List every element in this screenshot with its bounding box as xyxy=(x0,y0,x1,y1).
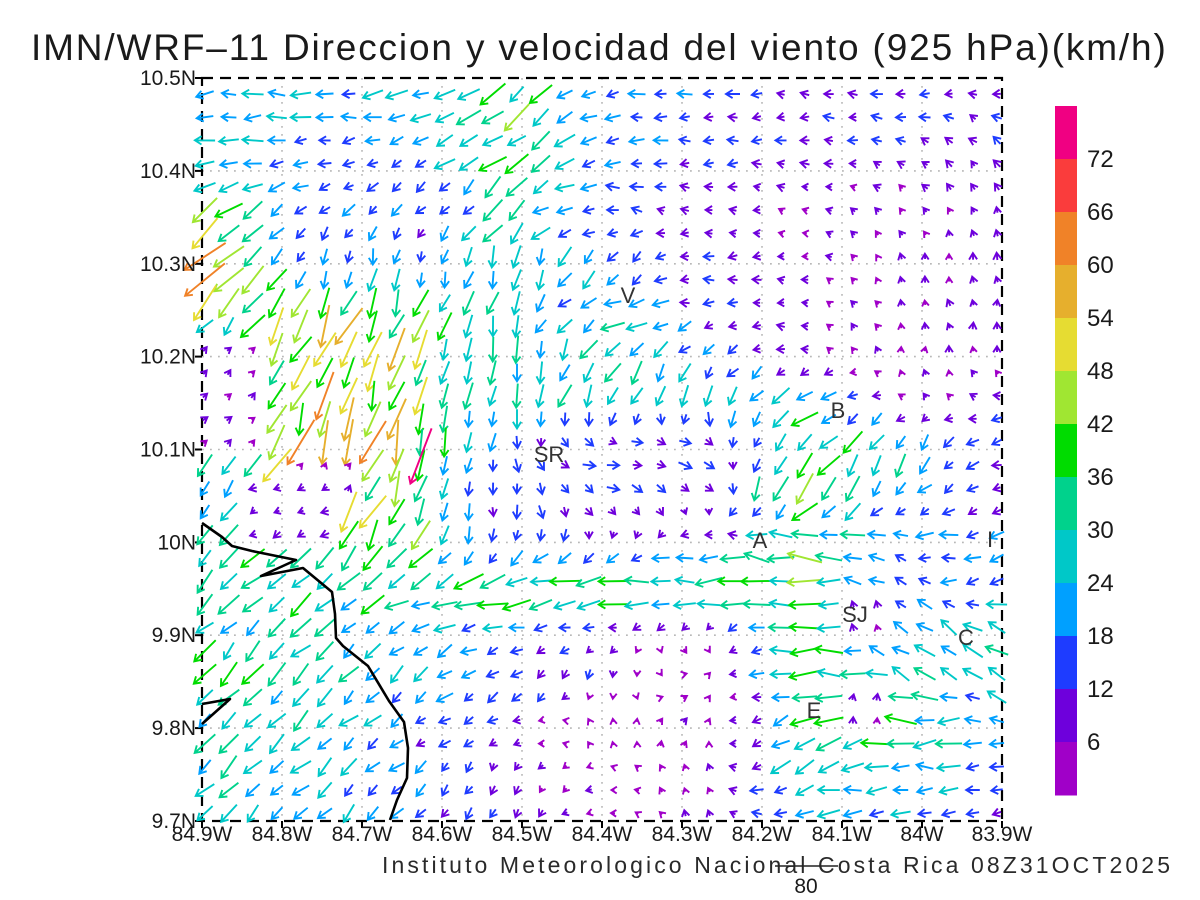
svg-text:84.7W: 84.7W xyxy=(332,823,393,846)
svg-text:E: E xyxy=(807,698,822,723)
svg-text:84W: 84W xyxy=(900,823,943,846)
svg-text:10.1N: 10.1N xyxy=(140,439,196,462)
svg-text:42: 42 xyxy=(1087,411,1114,438)
svg-text:10.4N: 10.4N xyxy=(140,160,196,183)
svg-text:10.2N: 10.2N xyxy=(140,346,196,369)
svg-text:66: 66 xyxy=(1087,199,1114,226)
svg-text:80: 80 xyxy=(794,875,817,898)
svg-text:72: 72 xyxy=(1087,146,1114,173)
svg-text:54: 54 xyxy=(1087,305,1114,332)
svg-text:IMN/WRF–11 Direccion y velocid: IMN/WRF–11 Direccion y velocidad del vie… xyxy=(31,27,1168,68)
svg-text:48: 48 xyxy=(1087,358,1114,385)
svg-text:B: B xyxy=(831,398,846,423)
svg-text:C: C xyxy=(958,625,974,650)
svg-text:30: 30 xyxy=(1087,517,1114,544)
svg-text:84.6W: 84.6W xyxy=(412,823,473,846)
svg-text:9.9N: 9.9N xyxy=(152,624,196,647)
svg-text:84.9W: 84.9W xyxy=(172,823,233,846)
svg-text:12: 12 xyxy=(1087,676,1114,703)
svg-text:SR: SR xyxy=(534,442,565,467)
svg-text:SJ: SJ xyxy=(842,602,868,627)
svg-text:84.1W: 84.1W xyxy=(812,823,873,846)
svg-text:84.8W: 84.8W xyxy=(252,823,313,846)
svg-text:I: I xyxy=(987,527,993,552)
svg-text:24: 24 xyxy=(1087,570,1114,597)
svg-text:84.4W: 84.4W xyxy=(572,823,633,846)
svg-text:6: 6 xyxy=(1087,729,1100,756)
svg-text:10.5N: 10.5N xyxy=(140,67,196,90)
svg-text:60: 60 xyxy=(1087,252,1114,279)
svg-text:V: V xyxy=(621,283,636,308)
svg-text:84.2W: 84.2W xyxy=(732,823,793,846)
svg-text:A: A xyxy=(753,528,768,553)
svg-text:10N: 10N xyxy=(157,531,196,554)
svg-text:10.3N: 10.3N xyxy=(140,253,196,276)
svg-text:36: 36 xyxy=(1087,464,1114,491)
svg-text:84.3W: 84.3W xyxy=(652,823,713,846)
svg-text:84.5W: 84.5W xyxy=(492,823,553,846)
svg-text:Instituto Meteorologico Nacion: Instituto Meteorologico Nacional Costa R… xyxy=(382,852,1173,878)
svg-text:9.8N: 9.8N xyxy=(152,717,196,740)
svg-text:9.7N: 9.7N xyxy=(152,810,196,833)
svg-text:83.9W: 83.9W xyxy=(972,823,1033,846)
svg-text:18: 18 xyxy=(1087,623,1114,650)
